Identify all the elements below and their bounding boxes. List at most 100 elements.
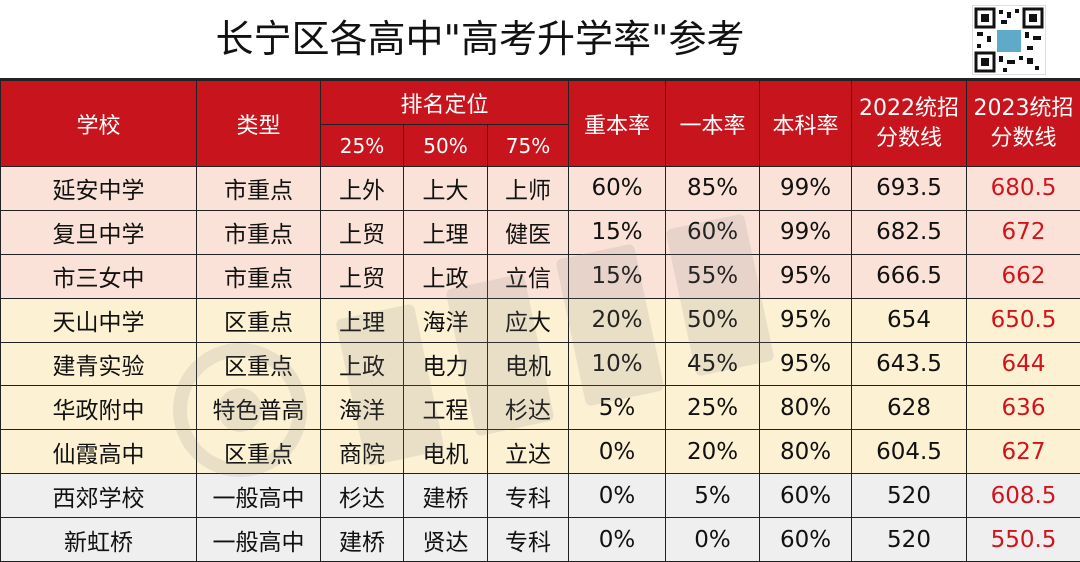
school-name: 复旦中学 <box>0 209 197 255</box>
score-2022: 604.5 <box>851 429 967 475</box>
score-2022: 682.5 <box>851 209 967 255</box>
tier1-rate: 50% <box>665 297 760 343</box>
score-2023: 636 <box>966 385 1080 431</box>
table-row: 新虹桥 一般高中 建桥 贤达 专科 0% 0% 60% 520 550.5 <box>0 517 1080 562</box>
score-2022: 666.5 <box>851 253 967 299</box>
key-rate: 10% <box>568 341 666 387</box>
school-type: 区重点 <box>196 341 321 387</box>
score-2023: 680.5 <box>966 166 1080 211</box>
score-2023: 672 <box>966 209 1080 255</box>
rank-50: 贤达 <box>403 517 488 562</box>
bachelor-rate: 80% <box>759 385 852 431</box>
rank-75: 上师 <box>487 166 569 211</box>
rank-25: 上贸 <box>320 209 404 255</box>
school-type: 区重点 <box>196 429 321 475</box>
key-rate: 15% <box>568 209 666 255</box>
rank-25: 上外 <box>320 166 404 211</box>
score-2023: 550.5 <box>966 517 1080 562</box>
score-2023: 650.5 <box>966 297 1080 343</box>
rank-25: 上理 <box>320 297 404 343</box>
header-p25: 25% <box>320 124 404 167</box>
rank-25: 杉达 <box>320 473 404 518</box>
rank-75: 专科 <box>487 473 569 518</box>
admission-rate-table: 学校 类型 排名定位 重本率 一本率 本科率 2022统招 分数线 2023统招分… <box>0 80 1080 562</box>
rank-50: 电力 <box>403 341 488 387</box>
rank-25: 上政 <box>320 341 404 387</box>
header-score-2022-line1: 2022统招 <box>859 95 959 121</box>
header-score-2023-line2: 分数线 <box>990 125 1057 151</box>
school-name: 天山中学 <box>0 297 197 343</box>
table-row: 建青实验 区重点 上政 电力 电机 10% 45% 95% 643.5 644 <box>0 341 1080 387</box>
rank-50: 上理 <box>403 209 488 255</box>
school-name: 新虹桥 <box>0 517 197 562</box>
school-name: 华政附中 <box>0 385 197 431</box>
bachelor-rate: 60% <box>759 473 852 518</box>
school-name: 建青实验 <box>0 341 197 387</box>
key-rate: 15% <box>568 253 666 299</box>
rank-75: 健医 <box>487 209 569 255</box>
rank-50: 电机 <box>403 429 488 475</box>
tier1-rate: 45% <box>665 341 760 387</box>
school-type: 特色普高 <box>196 385 321 431</box>
score-2022: 628 <box>851 385 967 431</box>
bachelor-rate: 95% <box>759 341 852 387</box>
header-subrow: 25% 50% 75% <box>1 124 1080 167</box>
header-bachelor-rate: 本科率 <box>759 80 852 167</box>
tier1-rate: 0% <box>665 517 760 562</box>
header-school: 学校 <box>0 80 197 167</box>
header-score-2023: 2023统招 分数线 <box>966 80 1080 167</box>
rank-50: 海洋 <box>403 297 488 343</box>
table-row: 复旦中学 市重点 上贸 上理 健医 15% 60% 99% 682.5 672 <box>0 209 1080 255</box>
key-rate: 60% <box>568 166 666 211</box>
key-rate: 0% <box>568 473 666 518</box>
bachelor-rate: 80% <box>759 429 852 475</box>
school-type: 市重点 <box>196 166 321 211</box>
table-row: 天山中学 区重点 上理 海洋 应大 20% 50% 95% 654 650.5 <box>0 297 1080 343</box>
bachelor-rate: 95% <box>759 253 852 299</box>
rank-50: 工程 <box>403 385 488 431</box>
header-p75: 75% <box>487 124 569 167</box>
rank-50: 建桥 <box>403 473 488 518</box>
key-rate: 0% <box>568 517 666 562</box>
rank-75: 杉达 <box>487 385 569 431</box>
rank-75: 立信 <box>487 253 569 299</box>
rank-25: 海洋 <box>320 385 404 431</box>
title-bar: 长宁区各高中"高考升学率"参考 <box>0 0 1080 80</box>
table-row: 延安中学 市重点 上外 上大 上师 60% 85% 99% 693.5 680.… <box>0 166 1080 211</box>
rank-25: 建桥 <box>320 517 404 562</box>
header-type: 类型 <box>196 80 321 167</box>
score-2022: 520 <box>851 473 967 518</box>
score-2022: 693.5 <box>851 166 967 211</box>
tier1-rate: 60% <box>665 209 760 255</box>
school-name: 西郊学校 <box>0 473 197 518</box>
table-row: 市三女中 市重点 上贸 上政 立信 15% 55% 95% 666.5 662 <box>0 253 1080 299</box>
school-type: 一般高中 <box>196 473 321 518</box>
table-row: 仙霞高中 区重点 商院 电机 立达 0% 20% 80% 604.5 627 <box>0 429 1080 475</box>
header-tier1-rate: 一本率 <box>665 80 760 167</box>
tier1-rate: 20% <box>665 429 760 475</box>
tier1-rate: 55% <box>665 253 760 299</box>
school-type: 一般高中 <box>196 517 321 562</box>
school-type: 区重点 <box>196 297 321 343</box>
bachelor-rate: 95% <box>759 297 852 343</box>
score-2023: 644 <box>966 341 1080 387</box>
header-score-2022: 2022统招 分数线 <box>851 80 967 167</box>
header-row: 学校 类型 排名定位 重本率 一本率 本科率 2022统招 分数线 2023统招分… <box>0 80 1080 167</box>
table-row: 华政附中 特色普高 海洋 工程 杉达 5% 25% 80% 628 636 <box>0 385 1080 431</box>
header-key-rate: 重本率 <box>568 80 666 167</box>
school-type: 市重点 <box>196 209 321 255</box>
bachelor-rate: 99% <box>759 209 852 255</box>
key-rate: 20% <box>568 297 666 343</box>
rank-75: 电机 <box>487 341 569 387</box>
school-type: 市重点 <box>196 253 321 299</box>
rank-25: 上贸 <box>320 253 404 299</box>
table-row: 西郊学校 一般高中 杉达 建桥 专科 0% 5% 60% 520 608.5 <box>0 473 1080 518</box>
header-p50: 50% <box>403 124 488 167</box>
rank-75: 专科 <box>487 517 569 562</box>
qr-code-icon <box>972 5 1046 75</box>
score-2022: 643.5 <box>851 341 967 387</box>
page-title: 长宁区各高中"高考升学率"参考 <box>215 17 745 61</box>
bachelor-rate: 60% <box>759 517 852 562</box>
rank-75: 立达 <box>487 429 569 475</box>
